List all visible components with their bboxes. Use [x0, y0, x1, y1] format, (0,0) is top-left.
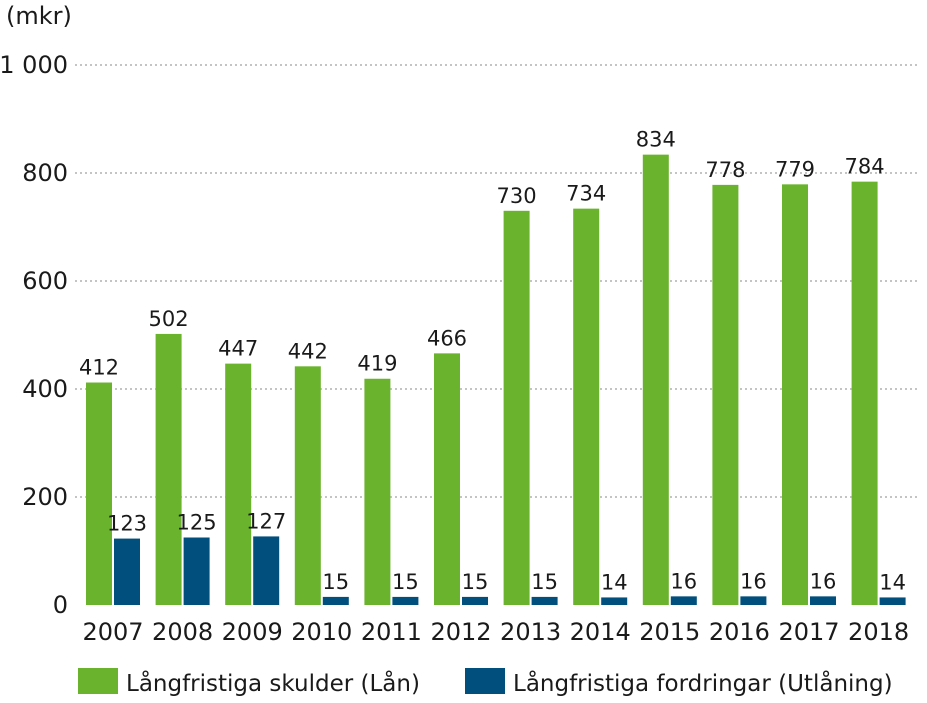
data-label-long-term-debts: 778 — [705, 158, 745, 182]
bar-long-term-receivables — [322, 596, 349, 605]
data-label-long-term-receivables: 127 — [246, 509, 286, 533]
x-tick-label: 2007 — [82, 618, 143, 646]
x-tick-label: 2011 — [361, 618, 422, 646]
data-labels: 412 123 502 125 447 127 442 15 419 15 466 15 730 15 73… — [79, 128, 906, 595]
legend-label-long-term-receivables: Långfristiga fordringar (Utlåning) — [513, 669, 893, 697]
data-label-long-term-debts: 419 — [357, 352, 397, 376]
bar-long-term-receivables — [601, 597, 628, 605]
gridlines — [75, 64, 920, 498]
bar-long-term-debts — [155, 333, 182, 605]
data-label-long-term-debts: 412 — [79, 356, 119, 380]
bar-long-term-receivables — [670, 596, 697, 605]
bar-long-term-debts — [642, 154, 669, 605]
data-label-long-term-debts: 779 — [775, 157, 815, 181]
y-tick-label: 200 — [22, 483, 68, 511]
y-tick-label: 400 — [22, 375, 68, 403]
bar-long-term-debts — [782, 184, 808, 605]
data-label-long-term-debts: 466 — [427, 326, 467, 350]
data-label-long-term-receivables: 14 — [879, 570, 906, 594]
x-tick-label: 2009 — [222, 618, 283, 646]
bar-long-term-receivables — [183, 537, 210, 605]
x-tick-label: 2010 — [291, 618, 352, 646]
x-tick-label: 2018 — [848, 618, 909, 646]
data-label-long-term-debts: 442 — [288, 339, 328, 363]
bar-long-term-debts — [573, 208, 600, 605]
bar-long-term-debts — [86, 382, 112, 605]
bar-long-term-debts — [434, 353, 460, 605]
bar-long-term-receivables — [531, 596, 558, 605]
bar-long-term-debts — [364, 378, 391, 605]
bar-long-term-debts — [225, 363, 252, 605]
y-tick-label: 800 — [22, 159, 68, 187]
y-tick-label: 600 — [22, 267, 68, 295]
legend-swatch-long-term-debts — [78, 668, 118, 694]
data-label-long-term-receivables: 123 — [107, 512, 147, 536]
x-tick-label: 2015 — [639, 618, 700, 646]
legend: Långfristiga skulder (Lån) Långfristiga … — [78, 668, 893, 697]
bar-long-term-debts — [294, 366, 321, 605]
x-tick-label: 2013 — [500, 618, 561, 646]
data-label-long-term-receivables: 15 — [462, 570, 489, 594]
bar-long-term-debts — [712, 184, 739, 605]
x-tick-label: 2008 — [152, 618, 213, 646]
data-label-long-term-receivables: 15 — [392, 570, 419, 594]
data-label-long-term-debts: 447 — [218, 337, 258, 361]
x-axis-ticks: 2007 2008 2009 2010 2011 2012 2013 2014 2015 2016… — [82, 618, 909, 646]
data-label-long-term-receivables: 15 — [322, 570, 349, 594]
legend-label-long-term-debts: Långfristiga skulder (Lån) — [126, 669, 420, 697]
data-label-long-term-receivables: 16 — [810, 569, 837, 593]
y-axis-ticks: 0 200 400 600 800 1 000 — [0, 51, 68, 619]
data-label-long-term-receivables: 16 — [670, 569, 697, 593]
legend-swatch-long-term-receivables — [465, 668, 505, 694]
bar-long-term-debts — [503, 210, 530, 606]
bar-long-term-receivables — [879, 597, 906, 605]
x-tick-label: 2016 — [709, 618, 770, 646]
data-label-long-term-receivables: 16 — [740, 569, 767, 593]
x-tick-label: 2014 — [570, 618, 631, 646]
bar-long-term-receivables — [253, 536, 280, 605]
data-label-long-term-debts: 502 — [149, 307, 189, 331]
data-label-long-term-receivables: 125 — [177, 511, 217, 535]
bar-long-term-receivables — [810, 596, 836, 605]
bar-long-term-debts — [851, 181, 878, 605]
data-label-long-term-debts: 784 — [845, 155, 885, 179]
bar-long-term-receivables — [392, 596, 419, 605]
bar-long-term-receivables — [114, 538, 140, 605]
x-tick-label: 2017 — [778, 618, 839, 646]
data-label-long-term-debts: 834 — [636, 128, 676, 152]
bar-long-term-receivables — [462, 596, 488, 605]
data-label-long-term-debts: 734 — [566, 182, 606, 206]
y-axis-unit-label: (mkr) — [6, 2, 72, 30]
bar-long-term-receivables — [740, 596, 767, 605]
bars — [86, 154, 906, 606]
data-label-long-term-debts: 730 — [497, 184, 537, 208]
data-label-long-term-receivables: 14 — [601, 570, 628, 594]
x-tick-label: 2012 — [430, 618, 491, 646]
data-label-long-term-receivables: 15 — [531, 570, 558, 594]
y-tick-label: 1 000 — [0, 51, 68, 79]
y-tick-label: 0 — [53, 591, 68, 619]
